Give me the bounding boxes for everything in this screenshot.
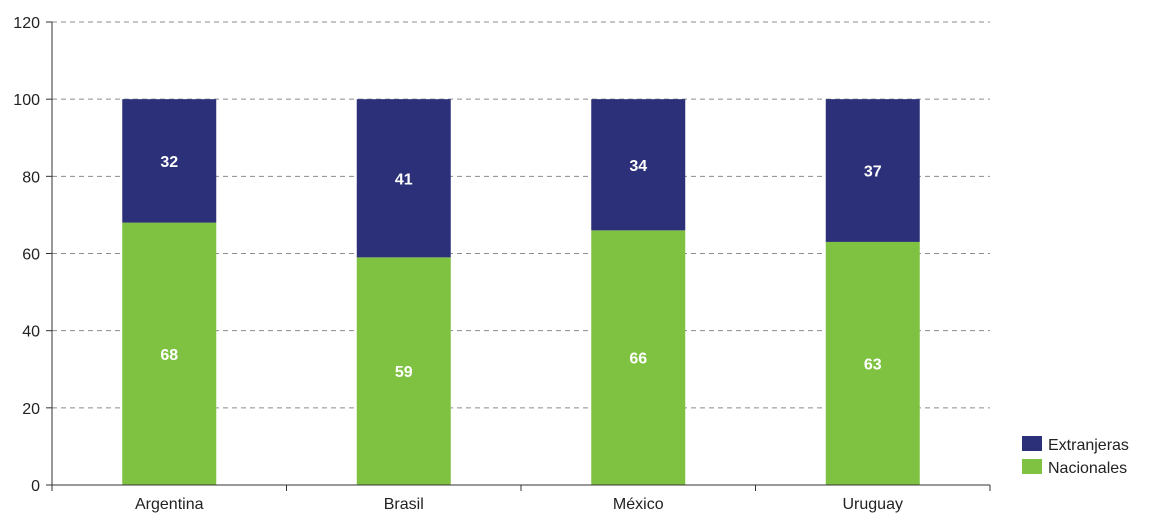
data-label: 37 bbox=[864, 164, 882, 181]
bar-extranjeras-3 bbox=[825, 99, 920, 242]
y-tick-label: 40 bbox=[22, 324, 40, 341]
bar-nacionales-1 bbox=[356, 257, 451, 485]
legend-label: Nacionales bbox=[1048, 460, 1127, 477]
data-label: 66 bbox=[629, 351, 647, 368]
data-label: 32 bbox=[160, 154, 178, 171]
data-label: 34 bbox=[629, 158, 647, 175]
bar-nacionales-2 bbox=[591, 230, 686, 485]
data-labels: 68 32 59 41 66 34 63 37 bbox=[160, 154, 881, 381]
y-tick-label: 60 bbox=[22, 247, 40, 264]
y-tick-label: 0 bbox=[31, 478, 40, 495]
y-tick-label: 20 bbox=[22, 401, 40, 418]
legend: Extranjeras Nacionales bbox=[1022, 436, 1129, 477]
x-tick-label: Brasil bbox=[384, 496, 424, 513]
legend-swatch-extranjeras bbox=[1022, 436, 1042, 451]
y-tick-label: 80 bbox=[22, 169, 40, 186]
bar-extranjeras-0 bbox=[122, 99, 217, 223]
x-tick-label: Argentina bbox=[135, 496, 204, 513]
y-tick-label: 100 bbox=[13, 92, 40, 109]
data-label: 59 bbox=[395, 364, 413, 381]
axes: 0 20 40 60 80 100 120 Argentina Brasil México Urug… bbox=[13, 15, 991, 513]
x-tick-label: Uruguay bbox=[843, 496, 903, 513]
bar-nacionales-3 bbox=[825, 241, 920, 485]
legend-label: Extranjeras bbox=[1048, 437, 1129, 454]
data-label: 63 bbox=[864, 356, 882, 373]
bars bbox=[122, 99, 920, 485]
bar-nacionales-0 bbox=[122, 222, 217, 485]
bar-extranjeras-2 bbox=[591, 99, 686, 231]
x-tick-label: México bbox=[613, 496, 664, 513]
y-tick-label: 120 bbox=[13, 15, 40, 32]
bar-extranjeras-1 bbox=[356, 99, 451, 258]
data-label: 68 bbox=[160, 347, 178, 364]
legend-swatch-nacionales bbox=[1022, 459, 1042, 474]
data-label: 41 bbox=[395, 171, 413, 188]
